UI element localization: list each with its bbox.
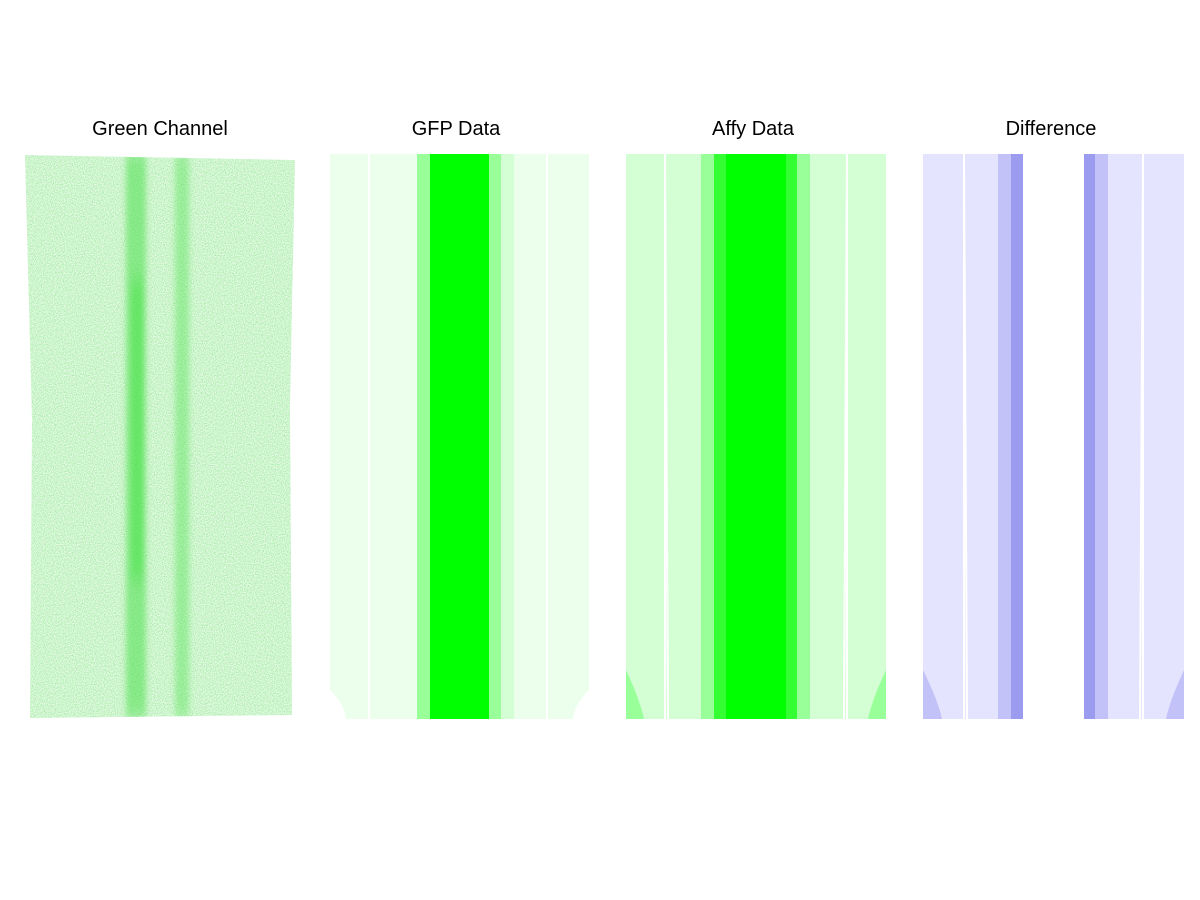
- diff-band-8: [1108, 154, 1142, 719]
- gfp-band-5: [489, 154, 501, 719]
- gfp-band-1: [330, 154, 368, 719]
- gfp-band-8: [548, 154, 589, 719]
- affy-band-3: [701, 154, 714, 719]
- affy-band-4: [714, 154, 726, 719]
- panel-title-gfp-data: GFP Data: [411, 118, 501, 140]
- affy-divider-1: [664, 153, 669, 720]
- panel-title-difference: Difference: [1005, 118, 1097, 140]
- diff-band-3: [998, 154, 1011, 719]
- gfp-band-7: [514, 154, 546, 719]
- panel-difference: [923, 153, 1184, 720]
- green-channel-stripe-right: [175, 155, 189, 718]
- gfp-bottom-notch-right: [573, 690, 589, 719]
- panel-title-affy-data: Affy Data: [712, 118, 794, 140]
- affy-divider-2: [843, 153, 848, 720]
- green-channel-noise: [25, 155, 295, 718]
- affy-bottom-edge-right: [868, 670, 886, 719]
- affy-band-8: [810, 154, 846, 719]
- affy-band-5: [726, 154, 786, 719]
- green-channel-stripe-left-core: [131, 280, 143, 580]
- diff-band-4: [1011, 154, 1023, 719]
- affy-band-2: [666, 154, 701, 719]
- gfp-band-3: [417, 154, 430, 719]
- gfp-band-2: [370, 154, 417, 719]
- diff-band-1: [923, 154, 963, 719]
- diff-band-9: [1144, 154, 1184, 719]
- gfp-band-6: [501, 154, 514, 719]
- panel-green-channel: [25, 155, 295, 718]
- diff-band-2: [965, 154, 998, 719]
- panel-title-green-channel: Green Channel: [92, 118, 228, 140]
- panel-gfp-data: [330, 154, 589, 719]
- affy-band-6: [786, 154, 797, 719]
- diff-band-6: [1084, 154, 1095, 719]
- panel-affy-data: [626, 153, 886, 720]
- gfp-bottom-notch-left: [330, 690, 346, 719]
- affy-band-9: [848, 154, 886, 719]
- affy-band-1: [626, 154, 664, 719]
- diff-band-7: [1095, 154, 1108, 719]
- diff-divider-2: [1139, 153, 1144, 720]
- affy-bottom-edge-left: [626, 670, 644, 719]
- gfp-band-4: [430, 154, 489, 719]
- diff-bottom-edge-left: [923, 670, 942, 719]
- diff-bottom-edge-right: [1166, 670, 1184, 719]
- affy-band-7: [797, 154, 810, 719]
- diff-divider-1: [963, 153, 968, 720]
